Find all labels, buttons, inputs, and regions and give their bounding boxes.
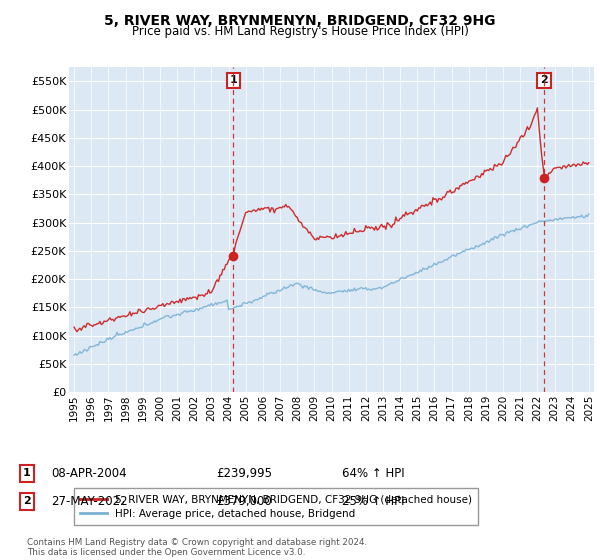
Text: 1: 1 — [23, 468, 31, 478]
Text: 64% ↑ HPI: 64% ↑ HPI — [342, 466, 404, 480]
Text: Contains HM Land Registry data © Crown copyright and database right 2024.
This d: Contains HM Land Registry data © Crown c… — [27, 538, 367, 557]
Text: 25% ↑ HPI: 25% ↑ HPI — [342, 494, 404, 508]
Text: £239,995: £239,995 — [216, 466, 272, 480]
Text: 5, RIVER WAY, BRYNMENYN, BRIDGEND, CF32 9HG: 5, RIVER WAY, BRYNMENYN, BRIDGEND, CF32 … — [104, 14, 496, 28]
Text: Price paid vs. HM Land Registry's House Price Index (HPI): Price paid vs. HM Land Registry's House … — [131, 25, 469, 38]
Text: 27-MAY-2022: 27-MAY-2022 — [51, 494, 128, 508]
Legend: 5, RIVER WAY, BRYNMENYN, BRIDGEND, CF32 9HG (detached house), HPI: Average price: 5, RIVER WAY, BRYNMENYN, BRIDGEND, CF32 … — [74, 488, 478, 525]
Text: 2: 2 — [540, 76, 548, 85]
Text: 08-APR-2004: 08-APR-2004 — [51, 466, 127, 480]
Text: 1: 1 — [229, 76, 237, 85]
Text: £379,000: £379,000 — [216, 494, 272, 508]
Text: 2: 2 — [23, 496, 31, 506]
